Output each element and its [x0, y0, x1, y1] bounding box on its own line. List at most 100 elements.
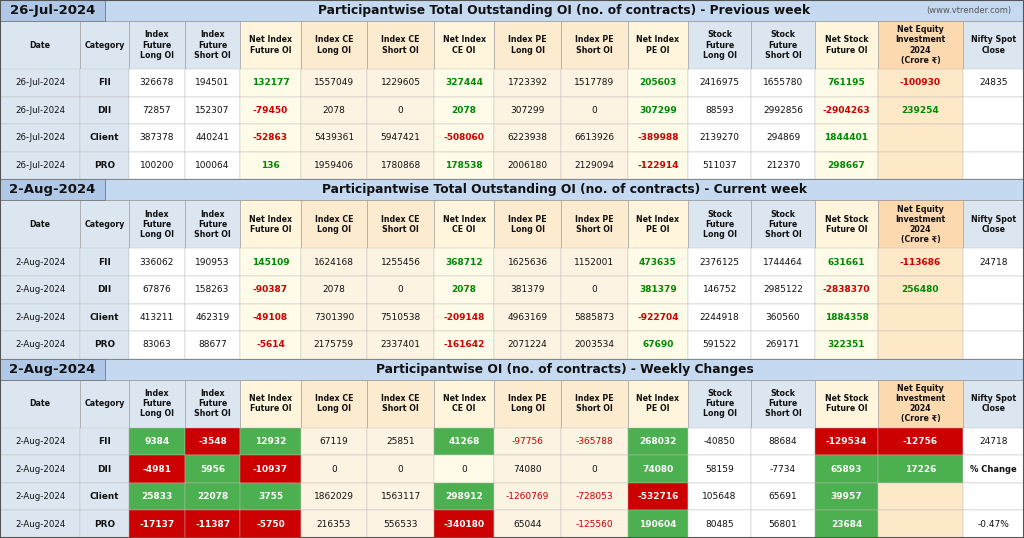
Text: -1260769: -1260769 — [506, 492, 549, 501]
Bar — [963, 331, 1024, 359]
Text: 2-Aug-2024: 2-Aug-2024 — [15, 285, 66, 294]
Text: 327444: 327444 — [445, 79, 483, 87]
Text: 5956: 5956 — [200, 464, 225, 473]
Bar — [184, 483, 241, 511]
Text: DII: DII — [97, 106, 112, 115]
Bar — [80, 69, 129, 97]
Bar — [241, 428, 300, 455]
Bar — [879, 511, 963, 538]
Text: 24718: 24718 — [979, 437, 1008, 446]
Bar — [688, 511, 752, 538]
Text: -7734: -7734 — [770, 464, 796, 473]
Text: -161642: -161642 — [443, 341, 484, 349]
Text: Participantwise Total Outstanding OI (no. of contracts) - Previous week: Participantwise Total Outstanding OI (no… — [318, 4, 811, 17]
Text: Client: Client — [90, 492, 120, 501]
Bar — [0, 455, 80, 483]
Text: FII: FII — [98, 79, 111, 87]
Text: -11387: -11387 — [195, 520, 230, 529]
Bar — [368, 455, 434, 483]
Bar — [0, 152, 80, 179]
Bar — [879, 303, 963, 331]
Bar — [80, 483, 129, 511]
Text: PRO: PRO — [94, 520, 115, 529]
Text: 368712: 368712 — [445, 258, 483, 267]
Bar — [368, 483, 434, 511]
Bar — [688, 276, 752, 303]
Bar — [368, 380, 434, 428]
Text: Index
Future
Short OI: Index Future Short OI — [195, 31, 231, 60]
Bar — [628, 152, 688, 179]
Text: 25851: 25851 — [386, 437, 415, 446]
Text: 152307: 152307 — [196, 106, 229, 115]
Text: 2078: 2078 — [452, 285, 476, 294]
Text: Index CE
Short OI: Index CE Short OI — [382, 215, 420, 234]
Bar — [688, 455, 752, 483]
Text: 7301390: 7301390 — [313, 313, 354, 322]
Bar — [561, 152, 628, 179]
Text: Index PE
Short OI: Index PE Short OI — [575, 36, 613, 54]
Bar — [80, 152, 129, 179]
Text: Index PE
Long OI: Index PE Long OI — [508, 36, 547, 54]
Bar — [495, 455, 561, 483]
Text: -5750: -5750 — [256, 520, 285, 529]
Text: -728053: -728053 — [575, 492, 613, 501]
Bar — [434, 124, 495, 152]
Text: PRO: PRO — [94, 341, 115, 349]
Text: Index CE
Long OI: Index CE Long OI — [314, 394, 353, 413]
Bar — [80, 331, 129, 359]
Text: Category: Category — [84, 220, 125, 229]
Text: 0: 0 — [592, 464, 597, 473]
Text: Client: Client — [90, 313, 120, 322]
Bar — [0, 124, 80, 152]
Bar — [129, 97, 184, 124]
Bar — [561, 483, 628, 511]
Text: -122914: -122914 — [637, 161, 679, 170]
Text: 2992856: 2992856 — [763, 106, 803, 115]
Bar — [815, 249, 879, 276]
Text: -5614: -5614 — [256, 341, 285, 349]
Bar — [434, 276, 495, 303]
Bar — [368, 249, 434, 276]
Text: 268032: 268032 — [639, 437, 677, 446]
Text: Index CE
Short OI: Index CE Short OI — [382, 36, 420, 54]
Bar — [300, 69, 368, 97]
Text: -4981: -4981 — [142, 464, 171, 473]
Bar — [628, 21, 688, 69]
Text: 12932: 12932 — [255, 437, 286, 446]
Text: 381379: 381379 — [510, 285, 545, 294]
Bar — [0, 331, 80, 359]
Text: 72857: 72857 — [142, 106, 171, 115]
Bar — [434, 331, 495, 359]
Bar — [688, 331, 752, 359]
Bar — [0, 0, 105, 21]
Text: 74080: 74080 — [513, 464, 542, 473]
Bar — [879, 455, 963, 483]
Text: 5885873: 5885873 — [574, 313, 614, 322]
Text: 212370: 212370 — [766, 161, 800, 170]
Bar — [688, 124, 752, 152]
Text: Stock
Future
Short OI: Stock Future Short OI — [765, 31, 802, 60]
Bar — [129, 455, 184, 483]
Text: Net Index
PE OI: Net Index PE OI — [636, 36, 679, 54]
Text: 239254: 239254 — [901, 106, 939, 115]
Bar — [184, 331, 241, 359]
Text: 26-Jul-2024: 26-Jul-2024 — [15, 133, 66, 143]
Text: 2337401: 2337401 — [381, 341, 421, 349]
Text: -100930: -100930 — [900, 79, 941, 87]
Text: -2838370: -2838370 — [822, 285, 870, 294]
Text: Index PE
Short OI: Index PE Short OI — [575, 215, 613, 234]
Text: 26-Jul-2024: 26-Jul-2024 — [15, 106, 66, 115]
Bar — [561, 428, 628, 455]
Bar — [0, 303, 80, 331]
Text: 67119: 67119 — [319, 437, 348, 446]
Bar — [752, 276, 815, 303]
Bar — [495, 303, 561, 331]
Text: Net Equity
Investment
2024
(Crore ₹): Net Equity Investment 2024 (Crore ₹) — [895, 205, 945, 244]
Text: -209148: -209148 — [443, 313, 484, 322]
Text: Index
Future
Long OI: Index Future Long OI — [140, 389, 174, 418]
Bar — [879, 483, 963, 511]
Bar — [688, 380, 752, 428]
Bar — [688, 303, 752, 331]
Text: 56801: 56801 — [769, 520, 798, 529]
Bar — [0, 0, 1024, 21]
